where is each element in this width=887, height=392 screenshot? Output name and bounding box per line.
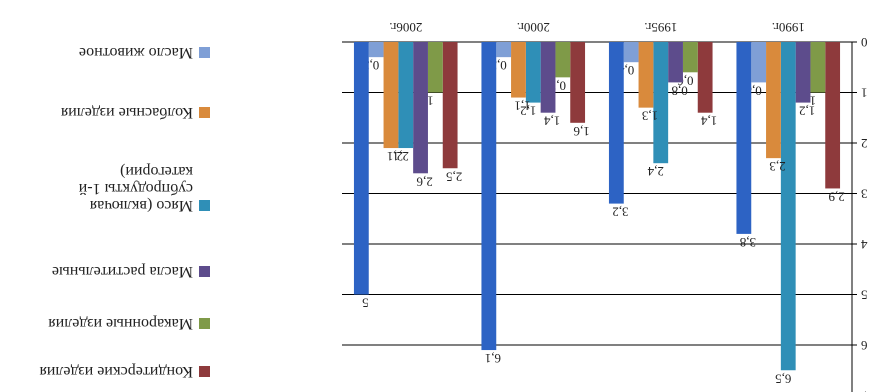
bar — [427, 42, 443, 93]
legend-label: Мясо (включая субпродукты 1-й категории) — [78, 163, 193, 214]
y-tick-label-1: 1 — [861, 86, 868, 101]
data-label: 1,6 — [573, 124, 590, 139]
legend-label: Макаронные изделия — [48, 315, 193, 332]
legend-label: Масло животное — [78, 44, 193, 61]
data-label: 2,1 — [393, 149, 409, 164]
bar — [413, 42, 428, 174]
data-label: 2,1 — [387, 149, 403, 164]
data-label: 1,2 — [799, 104, 815, 119]
legend-swatch — [199, 318, 210, 329]
data-label: 2,9 — [829, 189, 845, 204]
bar — [780, 42, 796, 371]
data-label: 6,5 — [775, 371, 791, 386]
data-label: 1,4 — [543, 114, 560, 129]
bar — [570, 42, 586, 123]
bar — [398, 42, 414, 149]
bar — [668, 42, 683, 83]
bar — [481, 42, 497, 351]
y-tick-label-7: 7 — [861, 389, 868, 392]
legend-swatch — [199, 107, 210, 118]
bar — [368, 42, 384, 58]
data-label: 2,4 — [647, 164, 664, 179]
bar — [766, 42, 781, 159]
category-label: 2006г. — [389, 20, 422, 35]
bar — [623, 42, 639, 63]
category-label: 2000г. — [517, 20, 550, 35]
data-label: 3,2 — [612, 205, 628, 220]
bar — [608, 42, 624, 204]
data-label: 1 — [427, 94, 434, 109]
bar — [825, 42, 841, 189]
bar — [653, 42, 669, 164]
bar — [525, 42, 541, 103]
data-label: 1,1 — [514, 99, 530, 114]
legend-swatch — [199, 366, 210, 377]
bar — [751, 42, 767, 83]
legend-swatch — [199, 266, 210, 277]
data-label: 6,1 — [485, 351, 501, 366]
bar — [736, 42, 752, 234]
legend-swatch — [199, 47, 210, 58]
bar — [682, 42, 698, 73]
bar — [540, 42, 556, 113]
bar — [795, 42, 811, 103]
y-tick-label-6: 6 — [861, 338, 868, 353]
data-label: 5 — [362, 296, 369, 311]
y-tick-label-4: 4 — [861, 237, 868, 252]
y-tick-label-2: 2 — [861, 136, 868, 151]
legend-label: Колбасные изделия — [60, 104, 193, 121]
data-label: 3,8 — [740, 235, 756, 250]
category-label: 1990г. — [772, 20, 805, 35]
y-tick-label-5: 5 — [861, 288, 868, 303]
data-label: 2,5 — [446, 169, 462, 184]
data-label: 1,4 — [701, 114, 718, 129]
data-label: 1,2 — [520, 104, 536, 119]
bar — [810, 42, 826, 93]
bar — [442, 42, 458, 169]
category-label: 1995г. — [644, 20, 677, 35]
bar — [555, 42, 571, 78]
y-tick-label-3: 3 — [861, 187, 868, 202]
bar — [383, 42, 399, 149]
bar — [638, 42, 654, 108]
legend-swatch — [199, 200, 210, 211]
data-label: 1 — [810, 94, 817, 109]
bar — [697, 42, 713, 113]
y-tick-label-0: 0 — [861, 35, 868, 50]
bar — [511, 42, 526, 98]
legend-label: Масла растительные — [51, 263, 193, 280]
bar — [353, 42, 369, 295]
data-label: 1,3 — [642, 109, 658, 124]
data-label: 2,3 — [769, 159, 785, 174]
legend-label: Кондитерские изделия — [39, 363, 193, 380]
data-label: 0,8 — [671, 83, 687, 98]
data-label: 2,6 — [416, 174, 433, 189]
bar — [496, 42, 512, 58]
